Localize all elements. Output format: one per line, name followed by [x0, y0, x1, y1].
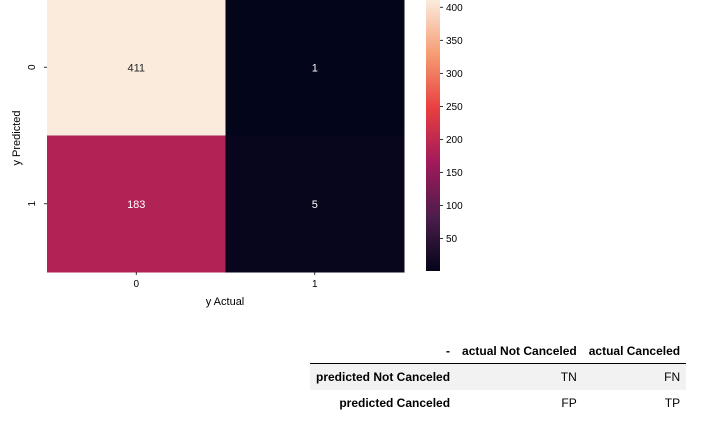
table-row: predicted Canceled FP TP — [310, 390, 686, 416]
row-header: predicted Canceled — [339, 396, 451, 410]
confusion-matrix-table: - actual Not Canceled actual Canceled pr… — [310, 339, 687, 416]
cell-value-label: 1 — [312, 62, 318, 74]
x-tick-label: 1 — [312, 279, 318, 290]
table-row: predicted Not Canceled TN FN — [310, 363, 687, 390]
column-header: actual Not Canceled — [456, 339, 583, 364]
heatmap-cell — [47, 0, 226, 136]
colorbar-tick-label: 350 — [446, 36, 463, 47]
colorbar-tick-label: 50 — [446, 234, 458, 245]
table-cell: TP — [664, 396, 681, 410]
y-tick-label: 0 — [27, 64, 38, 70]
table-cell: FP — [561, 396, 577, 410]
x-tick-label: 0 — [133, 279, 139, 290]
heatmap-cell — [47, 135, 226, 273]
table-corner-cell: - — [310, 339, 457, 364]
table-cell: TN — [560, 370, 577, 384]
heatmap-cell — [225, 135, 405, 273]
colorbar-tick-label: 250 — [446, 102, 463, 113]
cell-value-label: 411 — [127, 62, 145, 74]
colorbar-tick-label: 100 — [446, 201, 463, 212]
colorbar-tick-label: 400 — [446, 3, 463, 14]
column-header: actual Canceled — [582, 339, 687, 364]
heatmap-cell — [225, 0, 405, 136]
colorbar-tick-label: 200 — [446, 135, 463, 146]
colorbar — [426, 0, 440, 271]
x-axis-label: y Actual — [206, 296, 245, 308]
table-header-row: - actual Not Canceled actual Canceled — [310, 339, 687, 364]
colorbar-tick-label: 150 — [446, 168, 463, 179]
table-cell: FN — [664, 370, 681, 384]
cell-value-label: 183 — [127, 199, 145, 211]
y-axis-label: y Predicted — [11, 110, 23, 165]
colorbar-tick-label: 300 — [446, 69, 463, 80]
y-tick-label: 1 — [27, 201, 38, 207]
confusion-matrix-heatmap: 411 1 183 5 0 1 0 1 y Actual y Predicted 50 10… — [11, 0, 463, 308]
row-header: predicted Not Canceled — [316, 370, 451, 384]
cell-value-label: 5 — [312, 199, 318, 211]
